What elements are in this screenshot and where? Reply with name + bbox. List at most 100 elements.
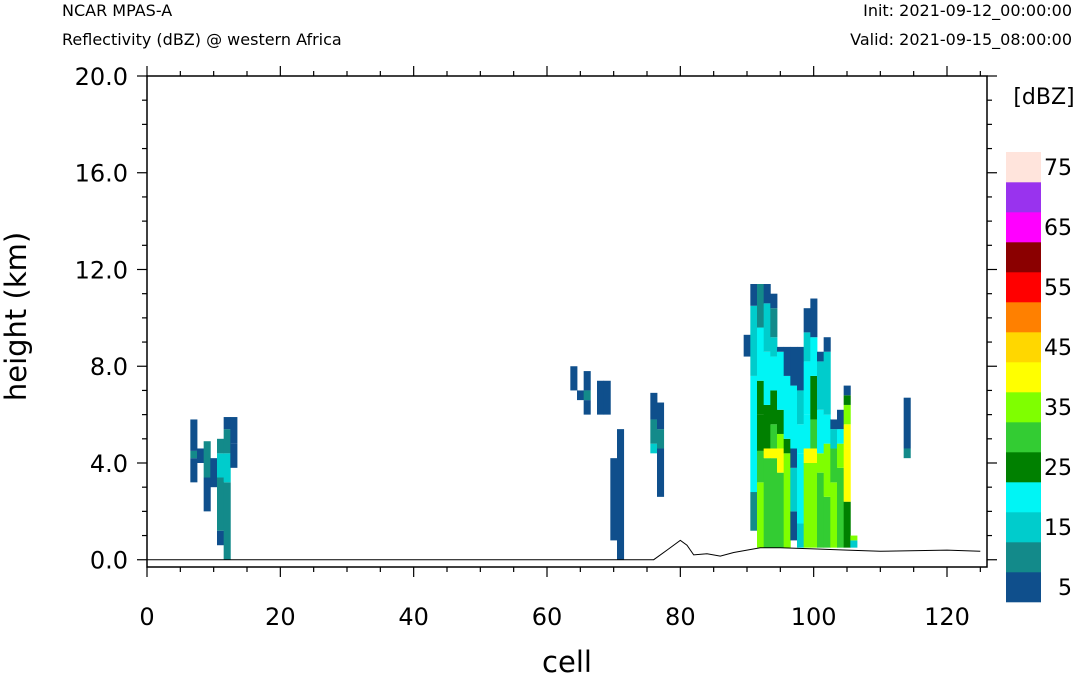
reflectivity-cell xyxy=(843,395,851,405)
y-tick-label: 12.0 xyxy=(75,256,128,284)
reflectivity-cell xyxy=(797,390,805,425)
reflectivity-cell xyxy=(570,366,578,391)
x-tick-label: 0 xyxy=(139,603,154,631)
reflectivity-cell xyxy=(903,448,911,459)
y-tick-label: 4.0 xyxy=(90,450,128,478)
reflectivity-cell xyxy=(783,346,791,376)
reflectivity-cell xyxy=(783,438,791,454)
colorbar-label: 75 xyxy=(1044,156,1072,181)
reflectivity-cell xyxy=(770,390,778,425)
colorbar-swatch xyxy=(1006,152,1041,183)
reflectivity-cell xyxy=(803,361,811,415)
colorbar-swatch xyxy=(1006,572,1041,603)
reflectivity-cell xyxy=(203,477,211,512)
reflectivity-cell xyxy=(597,380,605,415)
model-title: NCAR MPAS-A xyxy=(62,1,172,20)
reflectivity-cell xyxy=(830,482,838,548)
reflectivity-cell xyxy=(650,419,658,444)
reflectivity-cell xyxy=(750,375,758,493)
colorbar-swatch xyxy=(1006,212,1041,243)
reflectivity-cell xyxy=(750,492,758,531)
reflectivity-cell xyxy=(823,414,831,444)
y-axis: 0.0 4.0 8.0 12.0 16.0 20.0 xyxy=(75,63,997,575)
reflectivity-cell xyxy=(817,453,825,473)
colorbar-swatch xyxy=(1006,362,1041,393)
reflectivity-cell xyxy=(803,448,811,463)
x-tick-label: 100 xyxy=(791,603,837,631)
reflectivity-cell xyxy=(223,429,231,454)
reflectivity-cell xyxy=(217,477,225,531)
colorbar-label: 5 xyxy=(1058,576,1072,601)
reflectivity-cell xyxy=(790,511,798,541)
reflectivity-cell xyxy=(770,458,778,548)
reflectivity-cell xyxy=(803,414,811,449)
reflectivity-cell xyxy=(790,467,798,512)
reflectivity-cell xyxy=(790,385,798,449)
reflectivity-cell xyxy=(837,429,845,444)
init-time: Init: 2021-09-12_00:00:00 xyxy=(863,1,1072,21)
colorbar-swatch xyxy=(1006,182,1041,213)
reflectivity-cell xyxy=(230,417,238,444)
reflectivity-cell xyxy=(830,419,838,430)
reflectivity-cell xyxy=(777,351,785,410)
reflectivity-cell xyxy=(850,540,858,548)
y-tick-label: 8.0 xyxy=(90,353,128,381)
reflectivity-cell xyxy=(850,535,858,541)
reflectivity-cell xyxy=(223,482,231,560)
reflectivity-cell xyxy=(603,380,611,415)
reflectivity-cell xyxy=(743,334,751,357)
reflectivity-cell xyxy=(817,409,825,454)
colorbar-label: 45 xyxy=(1044,336,1072,361)
y-tick-label: 16.0 xyxy=(75,160,128,188)
reflectivity-cell xyxy=(190,458,198,483)
terrain-polyline xyxy=(147,539,981,561)
reflectivity-cell xyxy=(777,472,785,548)
y-tick-label: 20.0 xyxy=(75,63,128,91)
reflectivity-cell xyxy=(783,375,791,439)
reflectivity-cell xyxy=(777,346,785,352)
reflectivity-cell xyxy=(750,305,758,376)
reflectivity-cell xyxy=(770,293,778,309)
reflectivity-cell xyxy=(843,424,851,449)
reflectivity-cell xyxy=(577,390,585,401)
reflectivity-cell xyxy=(657,448,665,497)
reflectivity-cell xyxy=(903,397,911,449)
reflectivity-cell xyxy=(770,337,778,357)
reflectivity-cell xyxy=(617,429,625,560)
reflectivity-cell xyxy=(810,337,818,376)
reflectivity-cell xyxy=(757,450,765,483)
colorbar-swatch xyxy=(1006,332,1041,363)
chart-subtitle: Reflectivity (dBZ) @ western Africa xyxy=(62,30,342,49)
reflectivity-cell xyxy=(757,482,765,548)
terrain-line xyxy=(147,539,981,561)
reflectivity-cell xyxy=(843,404,851,425)
reflectivity-cell xyxy=(203,441,211,478)
reflectivity-cell xyxy=(757,284,765,328)
x-axis: 0 20 40 60 80 100 120 xyxy=(139,66,981,631)
reflectivity-cell xyxy=(757,327,765,381)
reflectivity-cell xyxy=(790,448,798,468)
reflectivity-cell xyxy=(217,530,225,546)
colorbar-swatch xyxy=(1006,422,1041,453)
reflectivity-cell xyxy=(217,453,225,478)
reflectivity-cell xyxy=(190,419,198,451)
reflectivity-cell xyxy=(650,392,658,420)
reflectivity-cell xyxy=(810,448,818,463)
reflectivity-cell xyxy=(770,424,778,449)
reflectivity-cell xyxy=(763,448,771,459)
reflectivity-cell xyxy=(197,448,205,463)
reflectivity-cell xyxy=(797,424,805,454)
reflectivity-cell xyxy=(763,404,771,449)
reflectivity-cell xyxy=(777,409,785,434)
y-axis-label: height (km) xyxy=(0,232,33,401)
x-tick-label: 120 xyxy=(924,603,970,631)
reflectivity-cell xyxy=(210,458,218,488)
reflectivity-cell xyxy=(843,385,851,396)
colorbar-label: 65 xyxy=(1044,216,1072,241)
reflectivity-cell xyxy=(803,332,811,362)
reflectivity-cell xyxy=(763,284,771,304)
reflectivity-cell xyxy=(757,414,765,451)
colorbar-swatch xyxy=(1006,302,1041,333)
reflectivity-cell xyxy=(750,284,758,306)
